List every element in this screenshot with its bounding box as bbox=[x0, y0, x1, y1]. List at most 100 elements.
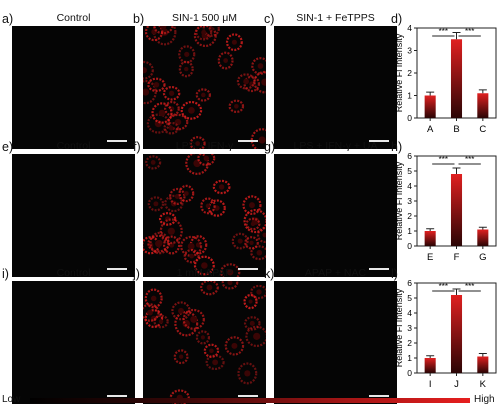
cell-nucleus bbox=[261, 78, 266, 86]
cell bbox=[195, 330, 211, 345]
cell-nucleus bbox=[208, 26, 214, 32]
panel-letter-a: a) bbox=[2, 12, 14, 26]
x-tick-label-J: J bbox=[454, 379, 459, 390]
cell bbox=[159, 218, 183, 245]
cell bbox=[200, 197, 216, 215]
cell bbox=[243, 208, 266, 234]
colorbar-low-label: Low bbox=[2, 394, 21, 405]
scale-bar bbox=[238, 395, 258, 397]
cell-nucleus bbox=[153, 81, 160, 88]
panel-letter-k: k) bbox=[264, 267, 275, 281]
cell bbox=[244, 236, 259, 250]
cell-nucleus bbox=[201, 92, 206, 98]
cell bbox=[173, 349, 189, 365]
cell bbox=[189, 136, 206, 149]
cell-nucleus bbox=[250, 221, 256, 227]
cell bbox=[144, 309, 164, 328]
cell-nucleus bbox=[248, 299, 253, 304]
x-tick-label-A: A bbox=[427, 124, 434, 135]
cell bbox=[207, 199, 226, 217]
cell-nucleus bbox=[150, 159, 156, 165]
cell bbox=[146, 113, 170, 134]
cell-nucleus bbox=[143, 88, 150, 96]
significance-label: *** bbox=[465, 27, 474, 36]
y-tick-label: 5 bbox=[407, 293, 412, 303]
cell-nucleus bbox=[200, 335, 206, 340]
cell bbox=[250, 284, 266, 300]
y-tick-label: 4 bbox=[407, 308, 412, 318]
cells-f bbox=[143, 154, 266, 277]
significance-label: *** bbox=[439, 282, 448, 291]
cell-nucleus bbox=[209, 348, 214, 354]
cell bbox=[193, 255, 215, 276]
cell bbox=[164, 194, 184, 213]
cell-nucleus bbox=[188, 106, 195, 114]
cell bbox=[183, 248, 200, 264]
cell-nucleus bbox=[184, 66, 189, 72]
cell bbox=[143, 303, 160, 322]
cell bbox=[180, 100, 203, 120]
y-axis-label: Relative Fl Intensity bbox=[394, 161, 404, 240]
scale-bar bbox=[107, 140, 127, 142]
cell bbox=[182, 308, 205, 330]
cell bbox=[236, 73, 256, 90]
y-tick-label: 1 bbox=[407, 353, 412, 363]
cell-nucleus bbox=[249, 320, 255, 326]
significance-label: *** bbox=[465, 155, 474, 164]
bar-J bbox=[450, 295, 463, 373]
scale-bar bbox=[369, 268, 389, 270]
significance-label: *** bbox=[465, 282, 474, 291]
cell bbox=[167, 113, 189, 131]
cell-nucleus bbox=[227, 281, 233, 286]
micrograph-b bbox=[143, 26, 266, 149]
cell bbox=[169, 389, 190, 404]
bar-A bbox=[424, 95, 436, 118]
y-tick-label: 3 bbox=[407, 196, 412, 206]
micrograph-f bbox=[143, 154, 266, 277]
cell-nucleus bbox=[203, 155, 210, 162]
bar-F bbox=[450, 174, 463, 246]
cell bbox=[195, 26, 213, 41]
cell bbox=[256, 227, 266, 244]
cell bbox=[162, 85, 181, 101]
cell bbox=[185, 154, 210, 175]
y-tick-label: 0 bbox=[407, 241, 412, 251]
cell bbox=[245, 325, 266, 347]
cell-nucleus bbox=[237, 238, 243, 244]
panel-title-f: LPS + IFN-γ bbox=[175, 140, 234, 152]
cell bbox=[163, 121, 180, 135]
cell bbox=[237, 362, 258, 385]
cells-b bbox=[143, 26, 266, 149]
x-tick-label-B: B bbox=[453, 124, 459, 135]
cell-nucleus bbox=[183, 191, 189, 196]
scale-bar bbox=[369, 395, 389, 397]
cell-nucleus bbox=[158, 319, 164, 324]
panel-title-e: Control bbox=[56, 140, 91, 152]
y-tick-label: 1 bbox=[407, 91, 412, 101]
panel-letter-i: i) bbox=[2, 267, 9, 281]
scale-bar bbox=[238, 268, 258, 270]
panel-letter-chart-1: h) bbox=[391, 140, 403, 154]
cell-nucleus bbox=[258, 136, 266, 144]
bar-I bbox=[424, 358, 436, 373]
panel-letter-chart-2: l) bbox=[391, 267, 398, 281]
significance-label: *** bbox=[439, 27, 448, 36]
cell bbox=[203, 343, 220, 358]
cell-nucleus bbox=[167, 227, 175, 235]
cell-nucleus bbox=[223, 58, 229, 63]
scale-bar bbox=[238, 140, 258, 142]
cell-nucleus bbox=[168, 90, 175, 96]
cell bbox=[242, 195, 262, 215]
cell-nucleus bbox=[184, 51, 190, 57]
cell-nucleus bbox=[189, 253, 195, 259]
cell bbox=[225, 33, 243, 52]
cell-nucleus bbox=[174, 118, 182, 126]
cell-nucleus bbox=[206, 284, 213, 291]
cell bbox=[253, 70, 266, 94]
micrograph-g bbox=[274, 154, 397, 277]
cell-nucleus bbox=[193, 159, 201, 168]
panel-title-j: 1 mM APAP bbox=[176, 267, 233, 279]
y-tick-label: 2 bbox=[407, 68, 412, 78]
cell bbox=[147, 77, 166, 92]
